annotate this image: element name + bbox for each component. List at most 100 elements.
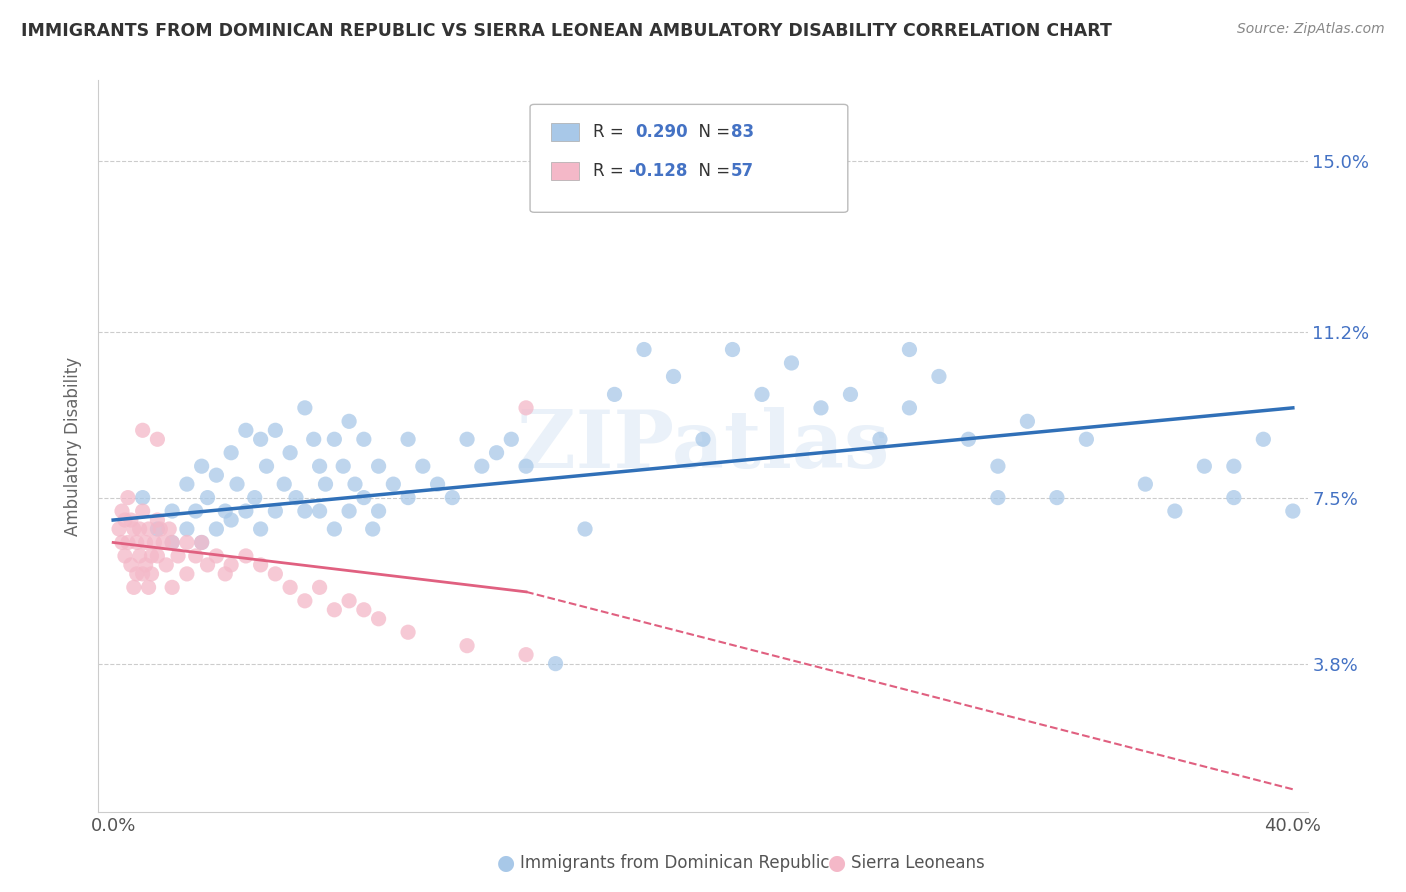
- Point: [264, 423, 287, 437]
- Point: [353, 491, 375, 505]
- Point: [219, 446, 242, 460]
- Point: [337, 414, 360, 428]
- Point: [114, 513, 136, 527]
- Point: [337, 504, 360, 518]
- Point: [249, 558, 271, 572]
- Point: [141, 549, 163, 563]
- Point: [780, 356, 803, 370]
- Point: [396, 491, 419, 505]
- Point: [167, 549, 190, 563]
- Point: [692, 432, 714, 446]
- Point: [426, 477, 449, 491]
- Point: [108, 522, 131, 536]
- Point: [122, 580, 145, 594]
- Point: [135, 535, 157, 549]
- Point: [128, 522, 150, 536]
- Point: [332, 459, 354, 474]
- Point: [323, 522, 346, 536]
- Point: [235, 504, 257, 518]
- Point: [1017, 414, 1039, 428]
- Point: [125, 535, 148, 549]
- Point: [928, 369, 950, 384]
- Text: 0.290: 0.290: [636, 123, 688, 141]
- Point: [308, 580, 330, 594]
- Point: [131, 504, 153, 518]
- Point: [382, 477, 405, 491]
- Point: [1046, 491, 1069, 505]
- Point: [957, 432, 980, 446]
- Point: [264, 504, 287, 518]
- Point: [515, 401, 537, 415]
- Point: [249, 522, 271, 536]
- Point: [146, 549, 169, 563]
- Point: [323, 603, 346, 617]
- Point: [184, 549, 207, 563]
- Text: Source: ZipAtlas.com: Source: ZipAtlas.com: [1237, 22, 1385, 37]
- Text: -0.128: -0.128: [628, 162, 688, 180]
- Text: N =: N =: [688, 123, 735, 141]
- Point: [294, 401, 316, 415]
- Point: [146, 522, 169, 536]
- Point: [308, 504, 330, 518]
- Text: R =: R =: [593, 162, 630, 180]
- Point: [721, 343, 744, 357]
- Point: [122, 522, 145, 536]
- Point: [273, 477, 295, 491]
- Point: [869, 432, 891, 446]
- Point: [810, 401, 832, 415]
- Point: [117, 535, 139, 549]
- Point: [1253, 432, 1275, 446]
- Point: [120, 558, 142, 572]
- Point: [176, 566, 198, 581]
- Point: [128, 549, 150, 563]
- Point: [501, 432, 523, 446]
- Point: [149, 522, 172, 536]
- Point: [1164, 504, 1187, 518]
- Point: [190, 535, 212, 549]
- Point: [441, 491, 464, 505]
- Point: [125, 566, 148, 581]
- Point: [160, 535, 183, 549]
- Point: [160, 535, 183, 549]
- Point: [278, 446, 301, 460]
- Point: [323, 432, 346, 446]
- Point: [544, 657, 567, 671]
- Point: [315, 477, 337, 491]
- Point: [135, 558, 157, 572]
- Point: [302, 432, 325, 446]
- Point: [157, 522, 180, 536]
- Text: Sierra Leoneans: Sierra Leoneans: [851, 855, 984, 872]
- Point: [131, 423, 153, 437]
- Point: [131, 566, 153, 581]
- Point: [353, 603, 375, 617]
- Point: [662, 369, 685, 384]
- Point: [160, 504, 183, 518]
- Point: [214, 566, 236, 581]
- Point: [176, 535, 198, 549]
- Point: [1223, 491, 1246, 505]
- Point: [120, 513, 142, 527]
- Point: [285, 491, 308, 505]
- Point: [367, 459, 389, 474]
- Point: [308, 459, 330, 474]
- Point: [131, 491, 153, 505]
- Point: [243, 491, 266, 505]
- Point: [214, 504, 236, 518]
- Point: [197, 558, 219, 572]
- Point: [367, 504, 389, 518]
- Point: [751, 387, 773, 401]
- Point: [456, 432, 478, 446]
- Point: [353, 432, 375, 446]
- Point: [515, 648, 537, 662]
- Point: [219, 513, 242, 527]
- Point: [361, 522, 384, 536]
- Point: [485, 446, 508, 460]
- Point: [1076, 432, 1098, 446]
- Point: [337, 594, 360, 608]
- Point: [146, 432, 169, 446]
- Point: [603, 387, 626, 401]
- Point: [1282, 504, 1305, 518]
- Text: R =: R =: [593, 123, 630, 141]
- Point: [155, 558, 177, 572]
- Point: [205, 549, 228, 563]
